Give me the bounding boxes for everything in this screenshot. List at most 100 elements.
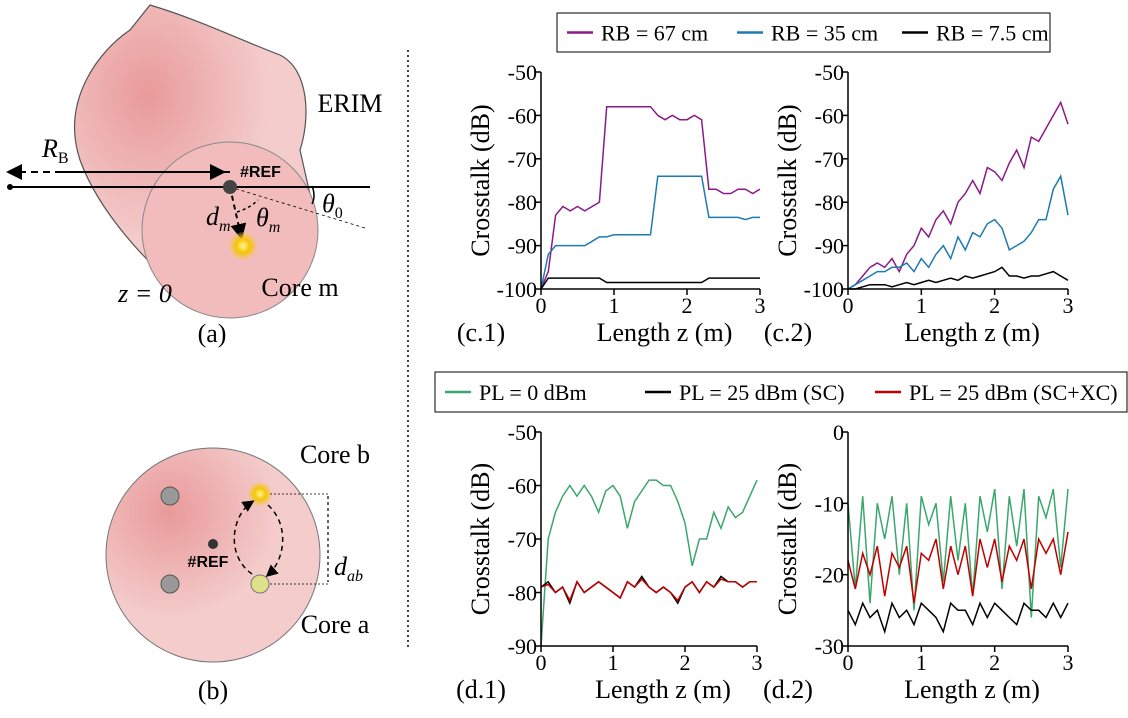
z-label: z = 0	[117, 279, 172, 308]
series-line	[540, 277, 760, 290]
y-axis-label: Crosstalk (dB)	[466, 463, 495, 615]
erim-label: ERIM	[318, 89, 383, 118]
x-axis-label: Length z (m)	[904, 318, 1040, 347]
x-tick-label: 1	[609, 293, 620, 318]
y-tick-label: -50	[508, 420, 537, 445]
x-tick-label: 2	[682, 293, 693, 318]
panel-label: (b)	[198, 676, 228, 705]
series-line	[848, 266, 1069, 290]
legend-box	[556, 12, 1051, 53]
x-tick-label: 3	[755, 293, 766, 318]
subscript: B	[58, 150, 69, 167]
x-axis-label: Length z (m)	[904, 675, 1040, 704]
subscript: m	[219, 218, 231, 235]
angle-arc	[311, 185, 315, 205]
legend-box	[434, 371, 1128, 413]
series-line	[847, 488, 1069, 618]
core-a-label: Core a	[301, 610, 370, 639]
x-tick-label: 1	[916, 650, 927, 675]
y-axis-label: Crosstalk (dB)	[773, 104, 802, 256]
legend-label: PL = 0 dBm	[479, 380, 587, 405]
ref-core	[208, 539, 218, 549]
ref-core	[223, 180, 237, 194]
y-tick-label: -70	[815, 147, 844, 172]
y-tick-label: -70	[508, 527, 537, 552]
diagram-a: ERIM RB #REF dm θm θ0 z = 0 Core m (a)	[6, 4, 383, 348]
x-tick-label: 3	[1063, 293, 1074, 318]
y-tick-label: -80	[508, 581, 537, 606]
theta-0-label: θ0	[322, 189, 343, 222]
y-axis-label: Crosstalk (dB)	[466, 104, 495, 256]
legend-label: RB = 7.5 cm	[936, 21, 1049, 46]
x-tick-label: 0	[843, 293, 854, 318]
x-tick-label: 0	[536, 650, 547, 675]
y-tick-label: 0	[833, 420, 844, 445]
legend-label: RB = 35 cm	[771, 21, 878, 46]
panel-label: (c.2)	[764, 318, 812, 347]
x-axis-label: Length z (m)	[597, 318, 733, 347]
core-a	[250, 574, 270, 594]
subscript: ab	[347, 568, 363, 585]
y-tick-label: -100	[497, 277, 537, 302]
angle-arc	[236, 199, 259, 213]
x-tick-label: 3	[752, 650, 763, 675]
dm-label: dm	[206, 202, 231, 235]
panel-label: (d.1)	[456, 675, 506, 704]
y-tick-label: -70	[508, 147, 537, 172]
series-line	[847, 531, 1069, 604]
y-axis-label: Crosstalk (dB)	[773, 463, 802, 615]
y-tick-label: -30	[815, 634, 844, 659]
x-tick-label: 1	[916, 293, 927, 318]
core	[160, 486, 180, 506]
theta-m-label: θm	[256, 203, 280, 236]
coupling-arrow	[233, 500, 255, 575]
core-m	[229, 232, 257, 260]
y-tick-label: -60	[508, 474, 537, 499]
symbol: d	[206, 202, 220, 231]
core-b-label: Core b	[300, 440, 370, 469]
y-tick-label: -90	[508, 234, 537, 259]
series-line	[540, 175, 760, 290]
y-tick-label: -80	[815, 190, 844, 215]
symbol: d	[334, 552, 348, 581]
diagram-b: Core b dab #REF Core a (b)	[105, 440, 370, 705]
series-line	[540, 479, 758, 647]
x-tick-label: 2	[989, 293, 1000, 318]
y-tick-label: -50	[815, 60, 844, 85]
y-tick-label: -60	[815, 103, 844, 128]
series-line	[540, 577, 757, 603]
dot	[7, 184, 13, 190]
panel-label: (c.1)	[457, 318, 505, 347]
series-line	[847, 100, 1069, 290]
x-tick-label: 2	[989, 650, 1000, 675]
subscript: m	[269, 219, 281, 236]
core-label: Core m	[261, 273, 338, 302]
y-tick-label: -90	[815, 234, 844, 259]
y-tick-label: -60	[508, 103, 537, 128]
series-line	[847, 174, 1069, 290]
core	[160, 574, 180, 594]
symbol: θ	[322, 189, 335, 218]
legend-label: RB = 67 cm	[601, 21, 708, 46]
ref-label: #REF	[240, 164, 281, 181]
coupling-arrow	[265, 504, 284, 577]
symbol: θ	[256, 203, 269, 232]
legend-label: PL = 25 dBm (SC)	[679, 380, 845, 405]
y-tick-label: -90	[508, 634, 537, 659]
y-tick-label: -20	[815, 563, 844, 588]
rb-label: RB	[41, 134, 69, 167]
y-tick-label: -50	[508, 60, 537, 85]
x-tick-label: 0	[843, 650, 854, 675]
y-tick-label: -100	[804, 277, 844, 302]
y-tick-label: -10	[815, 491, 844, 516]
core-b	[248, 482, 272, 506]
legend-label: PL = 25 dBm (SC+XC)	[909, 380, 1118, 405]
x-tick-label: 0	[536, 293, 547, 318]
series-line	[540, 105, 761, 290]
dab-label: dab	[334, 552, 363, 585]
symbol: R	[41, 134, 58, 163]
y-tick-label: -80	[508, 190, 537, 215]
series-line	[847, 601, 1069, 635]
subscript: 0	[335, 205, 343, 222]
